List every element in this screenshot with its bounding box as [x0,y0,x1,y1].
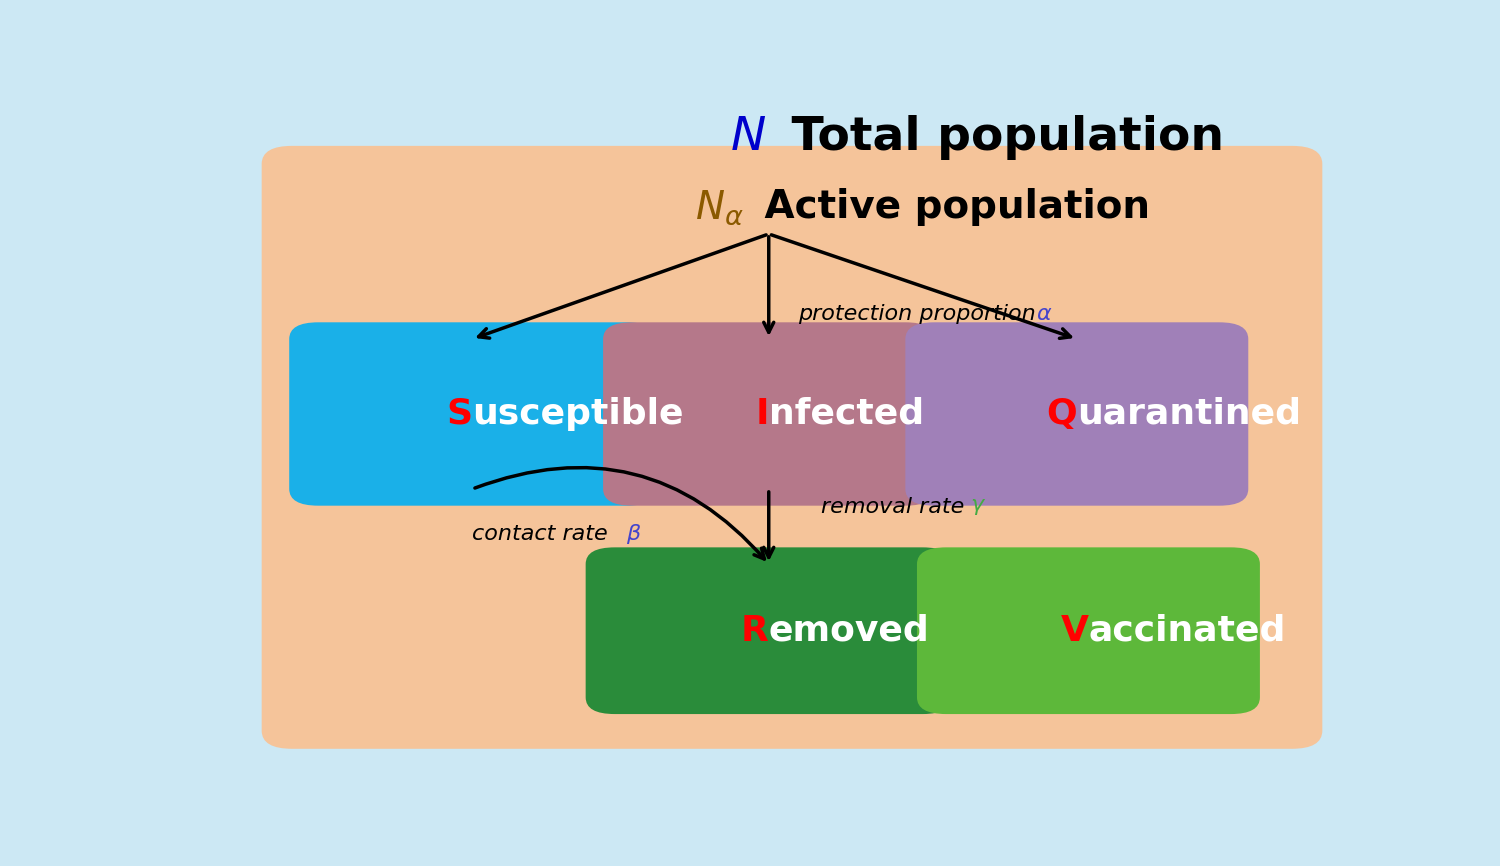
Text: $\beta$: $\beta$ [626,522,642,546]
Text: protection proportion: protection proportion [798,304,1042,324]
Text: emoved: emoved [768,614,930,648]
Text: removal rate: removal rate [821,497,972,517]
Text: uarantined: uarantined [1077,397,1300,431]
FancyBboxPatch shape [290,322,656,506]
Text: usceptible: usceptible [472,397,684,431]
FancyBboxPatch shape [916,547,1260,714]
Text: $\gamma$: $\gamma$ [970,497,986,517]
Text: accinated: accinated [1089,614,1286,648]
FancyBboxPatch shape [262,147,1322,747]
Text: contact rate: contact rate [472,524,615,544]
Text: nfected: nfected [768,397,924,431]
FancyBboxPatch shape [906,322,1248,506]
Text: Q: Q [1046,397,1077,431]
Text: $N_\alpha$: $N_\alpha$ [694,188,742,227]
FancyBboxPatch shape [603,322,934,506]
Text: I: I [754,397,768,431]
Text: S: S [446,397,472,431]
Text: $\it{N}$: $\it{N}$ [730,115,766,159]
Text: V: V [1060,614,1089,648]
Text: Active population: Active population [752,188,1150,226]
Text: R: R [741,614,768,648]
Text: $\alpha$: $\alpha$ [1036,304,1053,324]
Text: Total population: Total population [774,115,1224,159]
FancyBboxPatch shape [585,547,952,714]
